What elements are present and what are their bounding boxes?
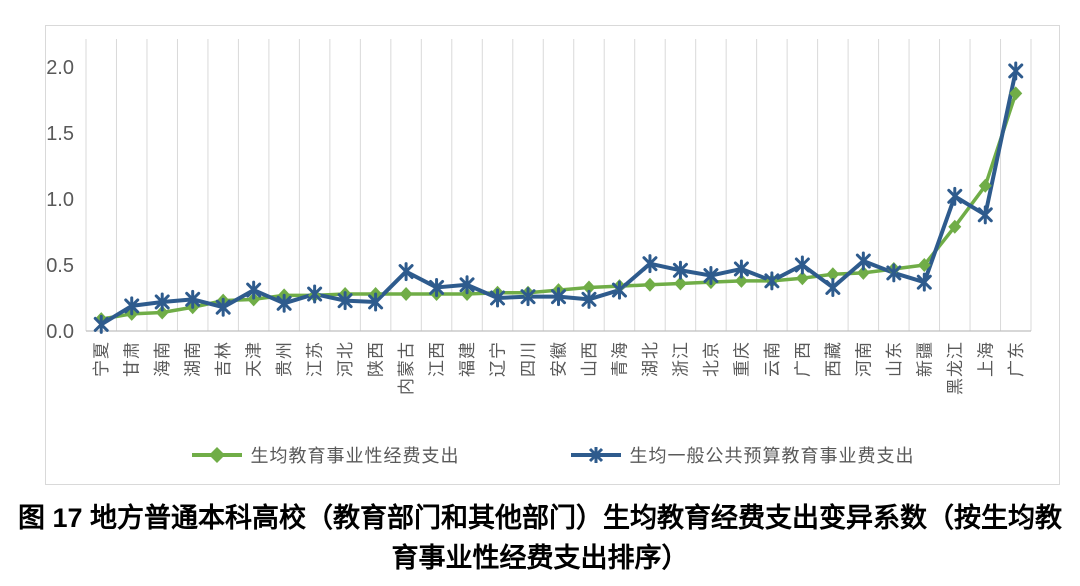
x-category-label: 陕西 (367, 341, 386, 377)
x-category-label: 湖南 (184, 341, 203, 377)
series-marker-asterisk-icon (947, 186, 963, 206)
series-marker-asterisk-icon (307, 284, 323, 304)
x-category-label: 山西 (580, 341, 599, 377)
x-category-label: 浙江 (671, 341, 690, 377)
series-marker-asterisk-icon (246, 280, 262, 300)
series-marker-diamond-icon (155, 305, 169, 320)
series-marker-asterisk-icon (276, 293, 292, 313)
series-marker-diamond-icon (643, 277, 657, 292)
series-marker-diamond-icon (795, 271, 809, 286)
series-marker-asterisk-icon (154, 292, 170, 312)
series-marker-diamond-icon (734, 273, 748, 288)
x-category-label: 重庆 (732, 341, 751, 377)
series-marker-asterisk-icon (398, 262, 414, 282)
x-category-label: 安徽 (550, 341, 569, 377)
x-category-label: 宁夏 (92, 341, 111, 377)
series-marker-asterisk-icon (703, 266, 719, 286)
y-tick-label: 0.5 (46, 255, 74, 277)
x-category-label: 湖北 (641, 341, 660, 377)
series-marker-asterisk-icon (733, 259, 749, 279)
y-tick-label: 1.5 (46, 123, 74, 145)
series-marker-asterisk-icon (977, 205, 993, 225)
series-marker-diamond-icon (948, 219, 962, 234)
chart-svg: 0.0 0.5 1.0 1.5 2.0 宁夏 甘肃 海南 湖南 吉林 天津 贵州 江苏 河北 陕西 内蒙古 江西… (46, 39, 1032, 395)
x-category-label: 广东 (1007, 341, 1026, 377)
legend-item-green: 生均教育事业性经费支出 (191, 442, 460, 468)
series-marker-diamond-icon (917, 258, 931, 272)
diamond-marker-icon (191, 447, 242, 463)
figure-caption: 图 17 地方普通本科高校（教育部门和其他部门）生均教育经费支出变异系数（按生均… (0, 498, 1080, 578)
series-marker-asterisk-icon (1008, 61, 1024, 81)
series-marker-asterisk-icon (825, 277, 841, 297)
x-category-label: 河南 (854, 341, 873, 377)
legend-label-blue: 生均一般公共预算教育事业费支出 (629, 446, 915, 466)
series-marker-diamond-icon (399, 287, 413, 302)
x-category-label: 云南 (763, 341, 782, 377)
series-marker-asterisk-icon (551, 287, 566, 307)
x-category-label: 吉林 (214, 341, 233, 377)
x-category-label: 北京 (702, 341, 721, 377)
x-category-label: 山东 (885, 341, 904, 377)
series-marker-diamond-icon (978, 178, 992, 193)
x-category-label: 贵州 (275, 341, 294, 377)
caption-line-1: 图 17 地方普通本科高校（教育部门和其他部门）生均教育经费支出变异系数（按生均… (17, 503, 1063, 533)
x-category-label: 内蒙古 (397, 341, 416, 395)
x-category-label: 江西 (428, 341, 447, 377)
x-category-label: 上海 (976, 341, 995, 377)
asterisk-marker-icon (570, 447, 621, 463)
chart-frame: 0.0 0.5 1.0 1.5 2.0 宁夏 甘肃 海南 湖南 吉林 天津 贵州 江苏 河北 陕西 内蒙古 江西… (45, 25, 1060, 485)
series-marker-asterisk-icon (520, 287, 536, 307)
y-tick-label: 2.0 (46, 57, 74, 79)
legend-item-blue: 生均一般公共预算教育事业费支出 (570, 442, 915, 468)
series-marker-asterisk-icon (672, 260, 688, 280)
series-marker-asterisk-icon (855, 251, 871, 271)
y-tick-label: 1.0 (46, 189, 74, 211)
x-category-label: 海南 (153, 341, 172, 377)
series-marker-asterisk-icon (215, 297, 231, 317)
series-marker-asterisk-icon (124, 296, 140, 316)
series-marker-asterisk-icon (611, 280, 627, 300)
y-tick-label: 0.0 (46, 321, 74, 343)
series-marker-asterisk-icon (93, 314, 109, 334)
legend: 生均教育事业性经费支出 生均一般公共预算教育事业费支出 (46, 442, 1059, 468)
series-marker-asterisk-icon (764, 271, 780, 291)
series-marker-diamond-icon (1009, 86, 1023, 101)
series-marker-asterisk-icon (642, 254, 658, 274)
series-marker-asterisk-icon (581, 289, 597, 309)
series-marker-diamond-icon (826, 267, 840, 282)
series-marker-asterisk-icon (185, 289, 201, 309)
x-category-label: 黑龙江 (946, 341, 965, 395)
series-marker-asterisk-icon (916, 272, 932, 292)
x-category-label: 广西 (793, 341, 812, 377)
series-marker-asterisk-icon (490, 288, 506, 308)
x-category-label: 西藏 (824, 341, 843, 377)
series-marker-asterisk-icon (337, 291, 353, 311)
series-marker-diamond-icon (856, 265, 870, 280)
x-category-label: 辽宁 (489, 341, 508, 377)
series-marker-asterisk-icon (368, 292, 384, 312)
series-marker-asterisk-icon (794, 255, 810, 275)
x-category-label: 青海 (610, 341, 629, 377)
x-category-label: 四川 (519, 341, 538, 377)
x-category-label: 新疆 (915, 341, 934, 377)
series-marker-diamond-icon (582, 280, 596, 295)
series-marker-asterisk-icon (886, 263, 902, 283)
x-category-label: 福建 (458, 341, 477, 377)
x-category-label: 江苏 (306, 341, 325, 377)
caption-line-2: 育事业性经费支出排序） (391, 543, 689, 573)
series-marker-diamond-icon (673, 276, 687, 291)
x-category-label: 甘肃 (123, 341, 142, 377)
series-marker-asterisk-icon (459, 275, 475, 295)
x-category-label: 河北 (336, 341, 355, 377)
legend-label-green: 生均教育事业性经费支出 (250, 446, 460, 466)
series-marker-asterisk-icon (429, 277, 445, 297)
x-category-label: 天津 (245, 341, 264, 377)
